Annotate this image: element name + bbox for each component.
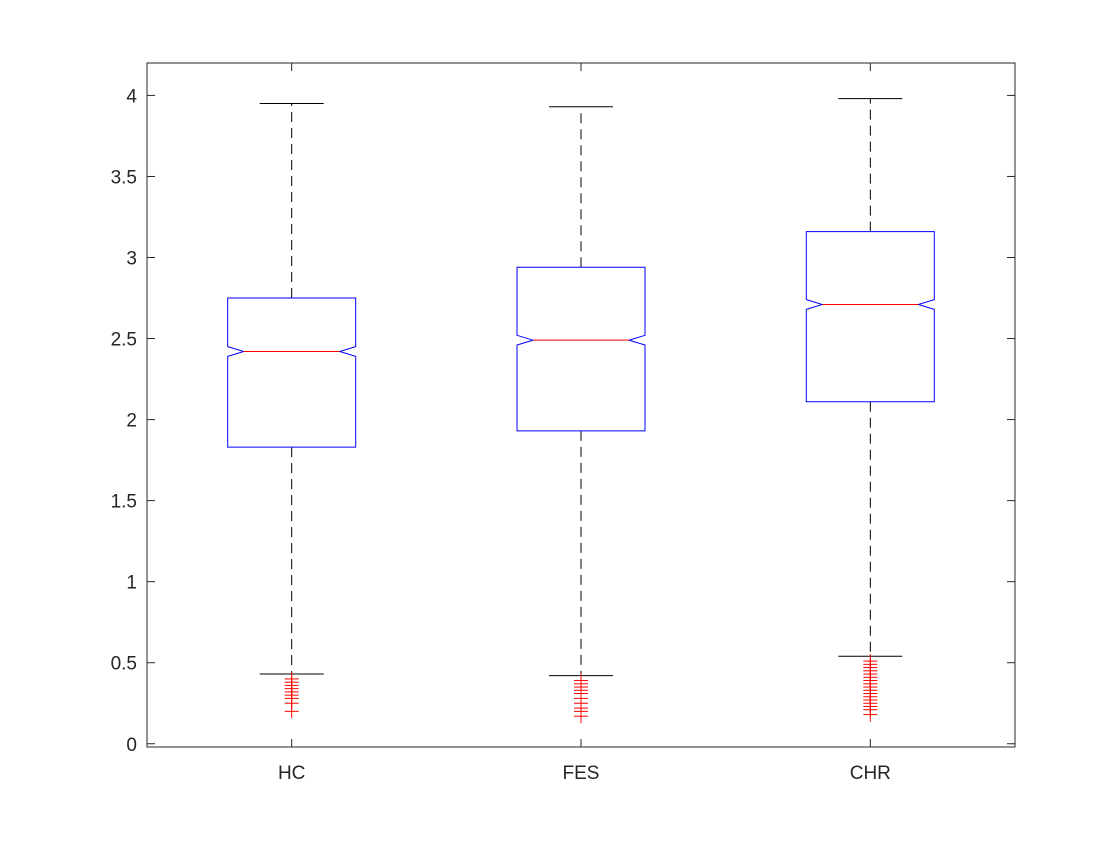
- y-tick-label: 0.5: [111, 654, 137, 675]
- y-tick-label: 3.5: [111, 167, 137, 188]
- y-tick-label: 1.5: [111, 492, 137, 513]
- outlier-marker: [284, 704, 299, 719]
- x-tick-label-hc: HC: [278, 763, 305, 784]
- y-tick-label: 4: [126, 86, 137, 107]
- y-tick-label: 2.5: [111, 330, 137, 351]
- box-group-hc: [227, 103, 357, 719]
- y-tick-label: 3: [126, 249, 137, 270]
- notched-box: [227, 297, 357, 448]
- x-tick-label-fes: FES: [563, 763, 600, 784]
- y-tick-label: 0: [126, 735, 137, 756]
- notched-box: [805, 231, 935, 403]
- notched-box: [516, 266, 646, 432]
- outlier-marker: [863, 707, 878, 722]
- axes-layer: 0 0.5 1 1.5 2 2.5 3 3.5 4 HC FES CHR: [111, 62, 1016, 784]
- x-tick-label-chr: CHR: [850, 763, 891, 784]
- box-group-chr: [805, 98, 935, 722]
- y-tick-label: 2: [126, 411, 137, 432]
- y-tick-label: 1: [126, 573, 137, 594]
- box-group-fes: [516, 106, 646, 724]
- boxes-layer: [227, 98, 935, 724]
- outlier-marker: [574, 709, 588, 724]
